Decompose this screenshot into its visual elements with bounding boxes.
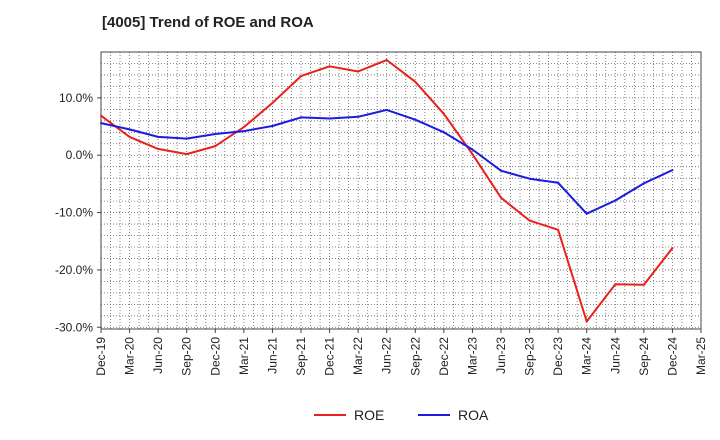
x-tick-label: Jun-24 — [608, 337, 622, 374]
x-tick-label: Jun-20 — [151, 337, 165, 374]
roe-point — [671, 247, 674, 250]
roa-point — [242, 130, 245, 133]
roe-point — [157, 147, 160, 150]
roe-point — [300, 75, 302, 78]
roa-point — [185, 137, 188, 140]
roa-point — [442, 131, 445, 134]
x-tick-label: Sep-22 — [408, 337, 422, 376]
roa-point — [328, 117, 331, 120]
legend: ROE ROA — [314, 407, 489, 423]
x-tick-label: Mar-25 — [694, 337, 708, 375]
roe-point — [242, 126, 245, 129]
roa-point — [642, 182, 645, 185]
roa-point — [585, 212, 588, 215]
roe-point — [357, 70, 360, 73]
roa-point — [671, 169, 674, 172]
x-tick-label: Dec-21 — [323, 337, 337, 376]
roa-point — [385, 108, 388, 111]
roa-point — [357, 115, 360, 118]
roe-point — [557, 228, 560, 231]
y-tick-label: -30.0% — [55, 320, 93, 334]
x-tick-label: Sep-24 — [637, 337, 651, 376]
x-tick-label: Mar-21 — [237, 337, 251, 375]
roa-point — [471, 148, 474, 151]
x-tick-label: Mar-24 — [580, 337, 594, 375]
roe-point — [471, 153, 474, 156]
roa-point — [414, 118, 417, 121]
x-tick-label: Dec-19 — [94, 337, 108, 376]
roe-point — [614, 283, 617, 286]
roe-point — [185, 153, 188, 156]
roa-point — [157, 135, 160, 138]
roa-point — [614, 199, 617, 202]
y-tick-label: 10.0% — [59, 91, 93, 105]
roe-point — [128, 135, 131, 138]
roa-line — [100, 108, 673, 215]
x-tick-label: Sep-20 — [180, 337, 194, 376]
x-tick-label: Jun-22 — [380, 337, 394, 374]
legend-roe-label: ROE — [354, 407, 384, 423]
x-tick-label: Dec-24 — [665, 337, 679, 376]
chart-title: [4005] Trend of ROE and ROA — [102, 14, 314, 31]
series-layer — [100, 59, 674, 323]
roe-point — [585, 320, 588, 323]
plot-frame — [100, 51, 702, 330]
roe-point — [328, 65, 331, 68]
x-tick-label: Dec-22 — [437, 337, 451, 376]
y-tick-label: 0.0% — [66, 148, 94, 162]
roa-point — [300, 116, 302, 119]
roa-point — [128, 128, 131, 131]
roa-point — [214, 133, 217, 136]
roe-point — [442, 112, 445, 115]
y-tick-label: -20.0% — [55, 263, 93, 277]
roe-point — [214, 145, 217, 148]
y-tick-label: -10.0% — [55, 206, 93, 220]
legend-roa-label: ROA — [458, 407, 489, 423]
roa-point — [528, 177, 531, 180]
roe-point — [385, 59, 388, 62]
roe-point — [528, 219, 531, 222]
x-tick-label: Mar-20 — [123, 337, 137, 375]
x-tick-label: Mar-22 — [351, 337, 365, 375]
tick-layer: 10.0% 0.0% -10.0% -20.0% -30.0%Dec-19 Mar-20 J… — [55, 91, 708, 376]
x-tick-label: Sep-21 — [294, 337, 308, 376]
grid-layer — [101, 52, 701, 329]
x-tick-label: Dec-23 — [551, 337, 565, 376]
x-tick-label: Mar-23 — [465, 337, 479, 375]
x-tick-label: Jun-21 — [265, 337, 279, 374]
roe-point — [414, 80, 417, 83]
x-tick-label: Dec-20 — [208, 337, 222, 376]
x-tick-label: Sep-23 — [523, 337, 537, 376]
roe-point — [642, 283, 645, 286]
roe-point — [271, 102, 274, 105]
x-tick-label: Jun-23 — [494, 337, 508, 374]
roa-point — [557, 181, 560, 184]
roa-point — [271, 124, 274, 127]
roa-point — [500, 169, 502, 172]
roa-point — [100, 122, 102, 125]
roe-point — [100, 114, 102, 117]
roe-point — [500, 196, 502, 199]
